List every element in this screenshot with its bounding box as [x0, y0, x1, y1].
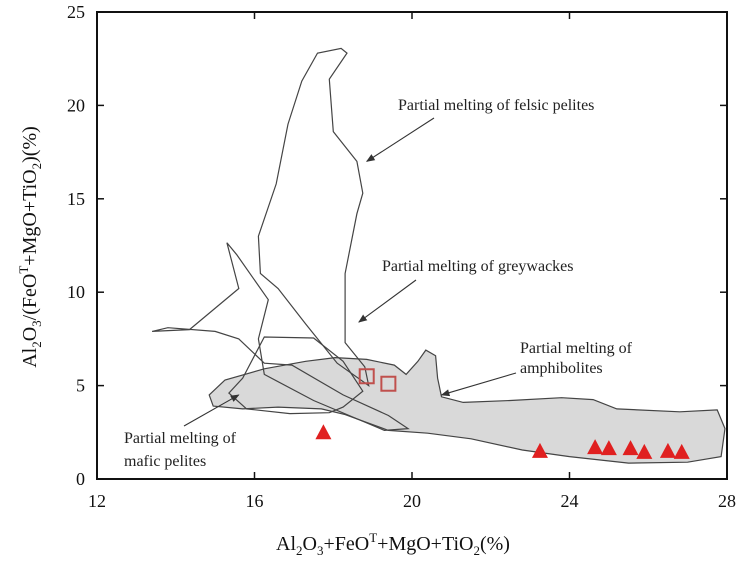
square-point — [380, 375, 397, 392]
tick-layer: 12 16 20 24 28 0 5 10 15 20 25 — [67, 2, 736, 511]
annotation-label: mafic pelites — [124, 453, 206, 470]
annotation-label: Partial melting of greywackes — [382, 258, 574, 275]
y-axis-title: Al2O3/(FeOT+MgO+TiO2)(%) — [16, 126, 44, 368]
triangle-point — [622, 440, 639, 456]
y-tick-label: 0 — [76, 469, 85, 489]
annotation-label: amphibolites — [520, 360, 603, 377]
marker-layer — [315, 368, 690, 459]
x-tick-label: 28 — [718, 491, 736, 511]
field-felsic-pelites — [257, 47, 370, 387]
y-tick-label: 10 — [67, 282, 85, 302]
y-tick-label: 25 — [67, 2, 85, 22]
annotation-arrow — [358, 279, 417, 323]
triangle-point — [315, 424, 332, 440]
x-tick-label: 24 — [561, 491, 579, 511]
annotation-arrow — [440, 372, 517, 397]
triangle-point — [587, 439, 604, 455]
field-amphibolites — [208, 349, 726, 464]
x-axis-title: Al2O3+FeOT+MgO+TiO2(%) — [276, 530, 510, 558]
annotation-label: Partial melting of — [520, 340, 633, 357]
triangle-point — [673, 443, 690, 459]
field-greywackes — [151, 242, 410, 432]
x-tick-label: 12 — [88, 491, 106, 511]
y-tick-label: 5 — [76, 376, 85, 396]
y-tick-label: 20 — [67, 95, 85, 115]
field-mafic-pelites — [228, 336, 364, 415]
x-tick-label: 16 — [246, 491, 264, 511]
y-tick-label: 15 — [67, 189, 85, 209]
annotation-arrow — [183, 394, 240, 427]
annotation-layer: Partial melting of felsic pelites Partial… — [124, 97, 633, 470]
triangle-point — [636, 443, 653, 459]
square-point — [358, 368, 375, 385]
field-layer — [151, 47, 726, 464]
annotation-label: Partial melting of felsic pelites — [398, 97, 594, 114]
annotation-label: Partial melting of — [124, 430, 237, 447]
annotation-arrow — [365, 117, 435, 162]
triangle-point — [659, 442, 676, 458]
triangle-point — [600, 440, 617, 456]
triangle-point — [531, 442, 548, 458]
x-tick-label: 20 — [403, 491, 421, 511]
